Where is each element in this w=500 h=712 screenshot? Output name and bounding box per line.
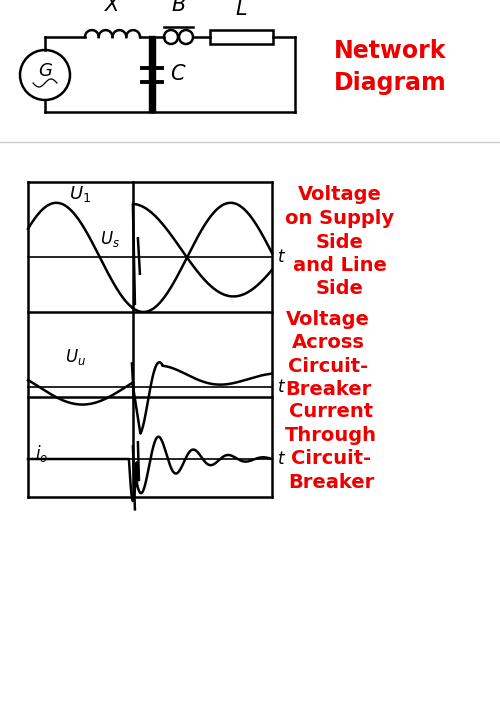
Text: C: C (170, 65, 184, 85)
Text: $U_u$: $U_u$ (66, 347, 86, 367)
Text: L: L (236, 0, 248, 19)
Text: t: t (278, 450, 284, 468)
Text: t: t (278, 378, 284, 396)
Text: $i_o$: $i_o$ (36, 442, 49, 464)
Bar (149, 36, 155, 112)
Text: $U_1$: $U_1$ (69, 184, 91, 204)
Text: G: G (38, 62, 52, 80)
Text: B: B (172, 0, 185, 15)
Text: X: X (105, 0, 119, 15)
Bar (210, 30, 273, 44)
Text: t: t (278, 248, 284, 266)
Text: $U_s$: $U_s$ (100, 229, 120, 249)
Text: Voltage
on Supply
Side
and Line
Side: Voltage on Supply Side and Line Side (285, 186, 394, 298)
Text: Current
Through
Circuit-
Breaker: Current Through Circuit- Breaker (285, 402, 377, 492)
Text: Voltage
Across
Circuit-
Breaker: Voltage Across Circuit- Breaker (285, 310, 371, 399)
Text: Network
Diagram: Network Diagram (334, 39, 446, 95)
